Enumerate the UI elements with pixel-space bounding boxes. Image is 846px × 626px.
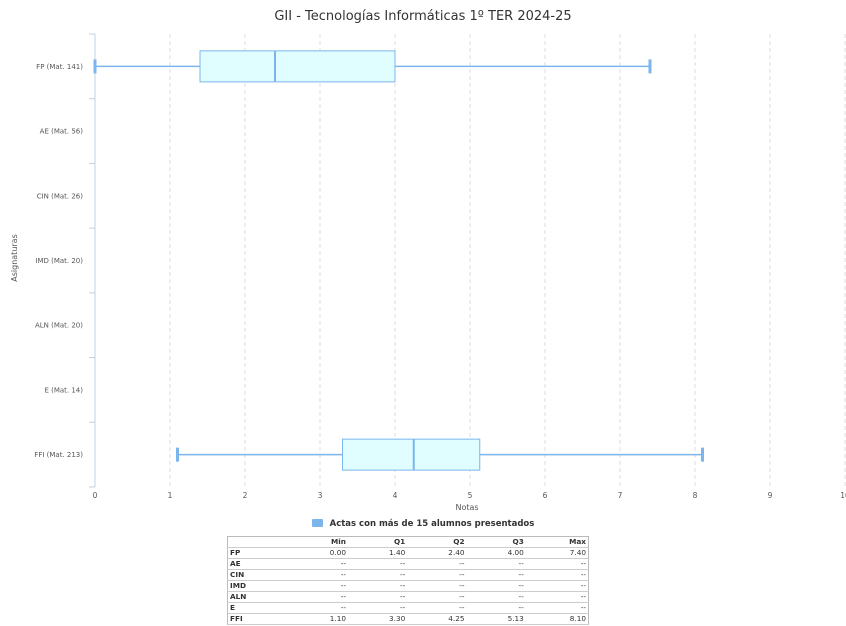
legend-swatch — [311, 519, 323, 527]
table-cell: -- — [347, 558, 408, 570]
table-cell: 1.40 — [347, 547, 408, 559]
header-cell: Max — [525, 536, 589, 548]
table-cell: 8.10 — [525, 613, 589, 625]
table-cell: 4.00 — [466, 547, 526, 559]
legend-label: Actas con más de 15 alumnos presentados — [329, 519, 535, 529]
header-cell: Min — [288, 536, 348, 548]
table-cell: -- — [466, 602, 526, 614]
x-axis: 0 1 2 3 4 5 6 7 8 9 10 — [93, 491, 846, 500]
table-cell: -- — [407, 558, 467, 570]
table-cell: -- — [347, 569, 408, 581]
x-axis-title: Notas — [455, 503, 478, 512]
table-cell: 4.25 — [407, 613, 467, 625]
x-tick-label: 0 — [93, 491, 98, 500]
x-tick-label: 7 — [618, 491, 623, 500]
header-cell: Q1 — [347, 536, 408, 548]
row-name: CIN — [227, 569, 289, 581]
table-cell: 7.40 — [525, 547, 589, 559]
grid-lines — [169, 34, 846, 487]
table-cell: -- — [347, 580, 408, 592]
table-cell: -- — [466, 591, 526, 603]
table-row: IMD -- -- -- -- -- — [227, 580, 589, 592]
table-cell: 2.40 — [407, 547, 467, 559]
table-cell: -- — [288, 591, 348, 603]
box-item[interactable] — [176, 438, 704, 471]
table-row: FP 0.00 1.40 2.40 4.00 7.40 — [227, 547, 589, 559]
table-cell: 5.13 — [466, 613, 526, 625]
row-name: AE — [227, 558, 289, 570]
legend[interactable]: Actas con más de 15 alumnos presentados — [0, 519, 846, 529]
table-cell: -- — [525, 602, 589, 614]
box-item[interactable] — [93, 50, 652, 83]
category-label: FP (Mat. 141) — [36, 63, 83, 71]
table-cell: 3.30 — [347, 613, 408, 625]
row-name: FP — [227, 547, 289, 559]
table-row: CIN -- -- -- -- -- — [227, 569, 589, 581]
x-tick-label: 5 — [468, 491, 473, 500]
x-tick-label: 6 — [543, 491, 548, 500]
table-cell: -- — [288, 569, 348, 581]
category-label: CIN (Mat. 26) — [37, 192, 84, 200]
boxplot-chart: GII - Tecnologías Informáticas 1º TER 20… — [10, 9, 846, 512]
y-axis-title: Asignaturas — [10, 234, 19, 281]
header-cell: Q3 — [466, 536, 526, 548]
table-row: E -- -- -- -- -- — [227, 602, 589, 614]
x-tick-label: 9 — [768, 491, 773, 500]
table-cell: -- — [347, 602, 408, 614]
stats-header-row: Min Q1 Q2 Q3 Max — [227, 536, 589, 548]
table-cell: -- — [288, 558, 348, 570]
x-tick-label: 4 — [393, 491, 398, 500]
table-cell: -- — [288, 580, 348, 592]
category-labels: FP (Mat. 141) AE (Mat. 56) CIN (Mat. 26) IM… — [34, 63, 83, 459]
table-cell: -- — [407, 602, 467, 614]
category-label: E (Mat. 14) — [44, 386, 83, 394]
x-tick-label: 8 — [693, 491, 698, 500]
table-cell: -- — [288, 602, 348, 614]
table-cell: 0.00 — [288, 547, 348, 559]
stats-table: Min Q1 Q2 Q3 Max FP 0.00 1.40 2.40 4.00 … — [227, 536, 589, 625]
table-cell: -- — [466, 569, 526, 581]
header-cell: Q2 — [407, 536, 467, 548]
table-cell: -- — [347, 591, 408, 603]
header-cell — [227, 536, 289, 548]
row-name: FFI — [227, 613, 289, 625]
box-series[interactable] — [93, 50, 704, 471]
row-name: E — [227, 602, 289, 614]
table-cell: -- — [466, 558, 526, 570]
box-iqr — [342, 438, 481, 471]
x-tick-label: 10 — [840, 491, 846, 500]
chart-title: GII - Tecnologías Informáticas 1º TER 20… — [274, 9, 571, 24]
table-cell: -- — [407, 591, 467, 603]
table-cell: -- — [525, 558, 589, 570]
category-label: FFI (Mat. 213) — [34, 451, 83, 459]
table-row: ALN -- -- -- -- -- — [227, 591, 589, 603]
row-name: ALN — [227, 591, 289, 603]
row-name: IMD — [227, 580, 289, 592]
category-label: AE (Mat. 56) — [40, 128, 84, 136]
table-cell: -- — [407, 569, 467, 581]
table-cell: -- — [525, 591, 589, 603]
table-cell: -- — [466, 580, 526, 592]
x-tick-label: 3 — [318, 491, 323, 500]
y-axis — [89, 33, 96, 488]
table-cell: 1.10 — [288, 613, 348, 625]
table-row: FFI 1.10 3.30 4.25 5.13 8.10 — [227, 613, 589, 625]
x-tick-label: 2 — [243, 491, 248, 500]
x-tick-label: 1 — [168, 491, 173, 500]
category-label: IMD (Mat. 20) — [35, 257, 83, 265]
table-cell: -- — [407, 580, 467, 592]
table-cell: -- — [525, 569, 589, 581]
table-row: AE -- -- -- -- -- — [227, 558, 589, 570]
box-iqr — [199, 50, 396, 83]
category-label: ALN (Mat. 20) — [35, 322, 83, 330]
table-cell: -- — [525, 580, 589, 592]
